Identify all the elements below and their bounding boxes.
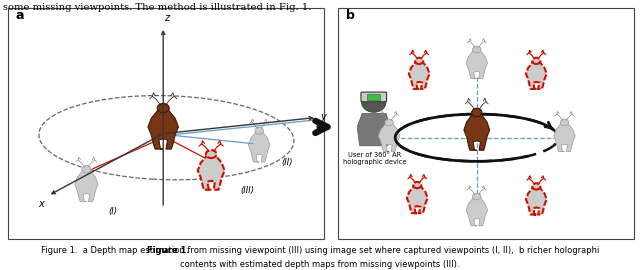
Polygon shape bbox=[378, 122, 400, 151]
Text: contents with estimated depth maps from missing viewpoints (III).: contents with estimated depth maps from … bbox=[180, 260, 460, 269]
Text: (I): (I) bbox=[109, 207, 118, 217]
FancyBboxPatch shape bbox=[361, 92, 387, 102]
Text: User of 360° AR
holographic device: User of 360° AR holographic device bbox=[342, 152, 406, 165]
Ellipse shape bbox=[206, 150, 216, 158]
Ellipse shape bbox=[472, 108, 482, 117]
Ellipse shape bbox=[385, 119, 394, 126]
Polygon shape bbox=[148, 108, 179, 149]
Ellipse shape bbox=[413, 182, 421, 188]
FancyBboxPatch shape bbox=[338, 8, 634, 239]
Polygon shape bbox=[464, 112, 490, 150]
Ellipse shape bbox=[472, 193, 481, 200]
Polygon shape bbox=[466, 197, 488, 226]
Ellipse shape bbox=[255, 127, 264, 134]
Polygon shape bbox=[554, 122, 575, 151]
Text: z: z bbox=[164, 13, 169, 23]
Polygon shape bbox=[526, 186, 547, 214]
Ellipse shape bbox=[82, 166, 91, 173]
Polygon shape bbox=[526, 61, 547, 89]
Polygon shape bbox=[357, 113, 390, 146]
Polygon shape bbox=[407, 185, 428, 213]
Text: x: x bbox=[38, 199, 44, 209]
Polygon shape bbox=[198, 154, 225, 190]
FancyBboxPatch shape bbox=[8, 8, 324, 239]
Text: b: b bbox=[346, 9, 355, 22]
Text: Figure 1.  a Depth map estimation from missing viewpoint (III) using image set w: Figure 1. a Depth map estimation from mi… bbox=[41, 246, 599, 255]
Polygon shape bbox=[248, 131, 270, 162]
Ellipse shape bbox=[157, 103, 169, 113]
Polygon shape bbox=[75, 169, 98, 202]
Ellipse shape bbox=[362, 93, 386, 112]
Ellipse shape bbox=[415, 58, 423, 64]
Text: (II): (II) bbox=[282, 157, 293, 167]
Ellipse shape bbox=[472, 46, 481, 53]
Ellipse shape bbox=[532, 58, 540, 64]
Polygon shape bbox=[409, 61, 429, 89]
FancyBboxPatch shape bbox=[367, 94, 380, 100]
Text: some missing viewpoints. The method is illustrated in Fig. 1.: some missing viewpoints. The method is i… bbox=[3, 3, 312, 12]
Polygon shape bbox=[466, 49, 488, 79]
Text: (III): (III) bbox=[240, 186, 254, 195]
Text: y: y bbox=[320, 112, 326, 122]
Ellipse shape bbox=[560, 119, 569, 126]
Text: Figure 1.: Figure 1. bbox=[147, 246, 190, 255]
Ellipse shape bbox=[532, 183, 540, 190]
Text: a: a bbox=[15, 9, 24, 22]
